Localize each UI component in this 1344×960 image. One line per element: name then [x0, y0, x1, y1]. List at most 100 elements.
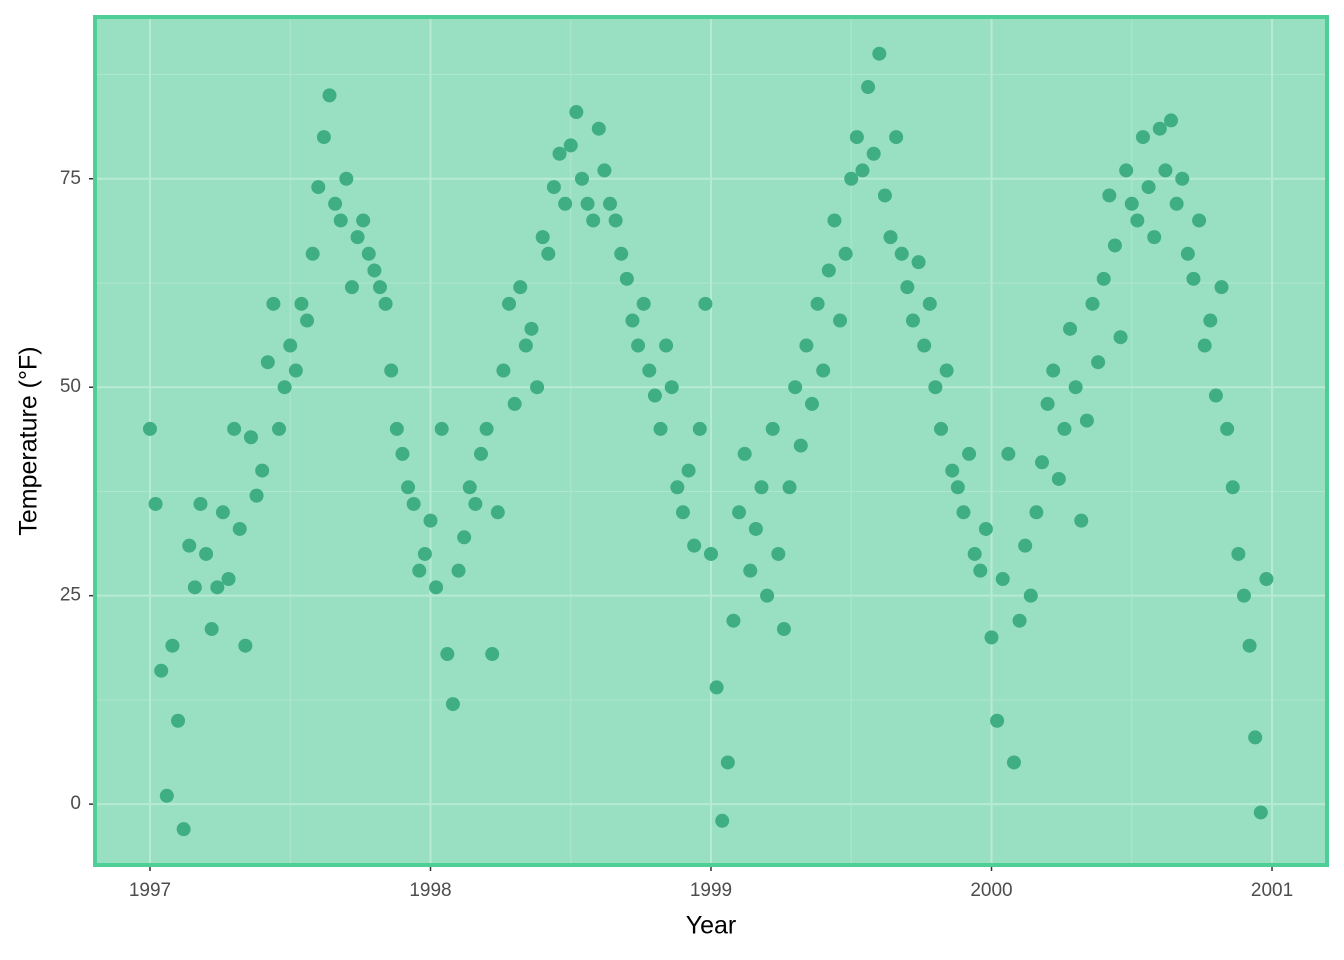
point [490, 505, 505, 520]
point [1006, 755, 1021, 770]
point [1085, 296, 1100, 311]
point [423, 513, 438, 528]
point [243, 430, 258, 445]
point [479, 421, 494, 436]
point [558, 196, 573, 211]
point [1029, 505, 1044, 520]
point [367, 263, 382, 278]
point [1259, 571, 1274, 586]
point [1231, 546, 1246, 561]
point [563, 138, 578, 153]
point [1096, 271, 1111, 286]
point [378, 296, 393, 311]
point [861, 80, 876, 95]
point [165, 638, 180, 653]
point [1113, 330, 1128, 345]
point [1186, 271, 1201, 286]
point [1119, 163, 1134, 178]
point [765, 421, 780, 436]
point [199, 546, 214, 561]
point [395, 446, 410, 461]
x-tick-label: 1998 [409, 880, 451, 901]
point [1035, 455, 1050, 470]
point [1220, 421, 1235, 436]
point [664, 380, 679, 395]
point [288, 363, 303, 378]
point [350, 230, 365, 245]
point [709, 680, 724, 695]
point [552, 146, 567, 161]
point [1236, 588, 1251, 603]
point [356, 213, 371, 228]
point [754, 480, 769, 495]
point [502, 296, 517, 311]
point [1102, 188, 1117, 203]
point [748, 521, 763, 536]
point [1158, 163, 1173, 178]
point [973, 563, 988, 578]
point [625, 313, 640, 328]
point [619, 271, 634, 286]
point [1180, 246, 1195, 261]
point [193, 496, 208, 511]
point [894, 246, 909, 261]
point [608, 213, 623, 228]
point [642, 363, 657, 378]
point [154, 663, 169, 678]
point [788, 380, 803, 395]
point [771, 546, 786, 561]
point [1141, 180, 1156, 195]
point [1107, 238, 1122, 253]
point [614, 246, 629, 261]
point [799, 338, 814, 353]
point [328, 196, 343, 211]
point [440, 647, 455, 662]
y-tick-label: 50 [60, 376, 81, 397]
point [249, 488, 264, 503]
point [176, 822, 191, 837]
point [305, 246, 320, 261]
point [1063, 321, 1078, 336]
point [569, 105, 584, 120]
point [434, 421, 449, 436]
point [473, 446, 488, 461]
panel-border [93, 15, 1329, 867]
y-axis-title: Temperature (°F) [15, 346, 43, 535]
point [1012, 613, 1027, 628]
point [468, 496, 483, 511]
point [984, 630, 999, 645]
point [541, 246, 556, 261]
point [760, 588, 775, 603]
point [726, 613, 741, 628]
x-tick-label: 2000 [970, 880, 1012, 901]
point [1074, 513, 1089, 528]
point [1192, 213, 1207, 228]
point [1214, 280, 1229, 295]
point [804, 396, 819, 411]
point [1079, 413, 1094, 428]
point [255, 463, 270, 478]
point [1203, 313, 1218, 328]
point [782, 480, 797, 495]
point [204, 622, 219, 637]
point [412, 563, 427, 578]
point [266, 296, 281, 311]
point [821, 263, 836, 278]
point [1124, 196, 1139, 211]
point [586, 213, 601, 228]
point [524, 321, 539, 336]
point [372, 280, 387, 295]
point [1018, 538, 1033, 553]
x-axis-title: Year [686, 912, 737, 940]
point [939, 363, 954, 378]
point [187, 580, 202, 595]
point [950, 480, 965, 495]
point [737, 446, 752, 461]
point [743, 563, 758, 578]
point [827, 213, 842, 228]
point [715, 813, 730, 828]
point [1057, 421, 1072, 436]
point [889, 130, 904, 145]
point [720, 755, 735, 770]
